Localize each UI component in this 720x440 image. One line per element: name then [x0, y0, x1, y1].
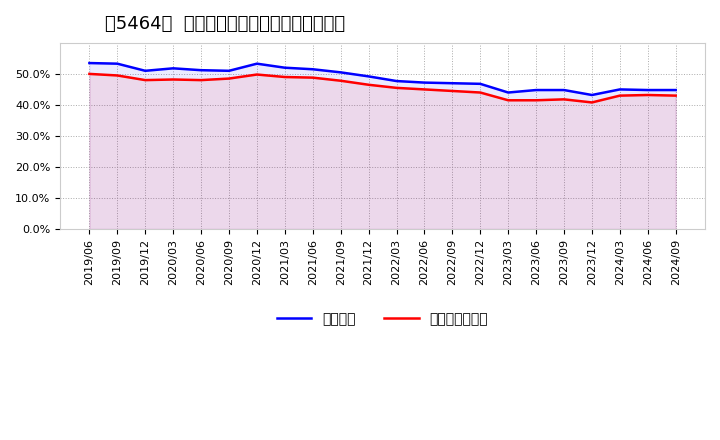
固定比率: [644, 88, 652, 93]
固定長期適合率: [559, 97, 568, 102]
固定長期適合率: [113, 73, 122, 78]
固定長期適合率: [644, 92, 652, 98]
固定比率: [113, 61, 122, 66]
固定長期適合率: [225, 76, 233, 81]
固定比率: [588, 92, 596, 98]
固定比率: [141, 68, 150, 73]
固定比率: [253, 61, 261, 66]
固定長期適合率: [532, 98, 541, 103]
固定比率: [476, 81, 485, 87]
固定長期適合率: [448, 88, 456, 94]
固定長期適合率: [169, 77, 178, 82]
固定長期適合率: [392, 85, 401, 91]
固定比率: [169, 66, 178, 71]
固定長期適合率: [141, 77, 150, 83]
固定比率: [448, 81, 456, 86]
Line: 固定比率: 固定比率: [89, 63, 675, 95]
固定比率: [559, 88, 568, 93]
固定比率: [532, 88, 541, 93]
固定長期適合率: [476, 90, 485, 95]
固定比率: [616, 87, 624, 92]
Line: 固定長期適合率: 固定長期適合率: [89, 74, 675, 103]
固定長期適合率: [336, 78, 345, 83]
固定比率: [281, 65, 289, 70]
固定長期適合率: [588, 100, 596, 105]
固定比率: [671, 88, 680, 93]
固定長期適合率: [197, 77, 205, 83]
固定長期適合率: [253, 72, 261, 77]
Text: ［5464］  固定比率、固定長期適合率の推移: ［5464］ 固定比率、固定長期適合率の推移: [105, 15, 346, 33]
固定比率: [336, 70, 345, 75]
固定長期適合率: [85, 71, 94, 77]
固定比率: [364, 74, 373, 79]
固定長期適合率: [504, 98, 513, 103]
固定比率: [308, 66, 317, 72]
固定長期適合率: [420, 87, 428, 92]
固定比率: [504, 90, 513, 95]
固定比率: [225, 68, 233, 73]
固定長期適合率: [308, 75, 317, 80]
固定比率: [197, 68, 205, 73]
固定長期適合率: [616, 93, 624, 98]
固定比率: [392, 78, 401, 84]
固定長期適合率: [281, 74, 289, 80]
固定長期適合率: [671, 93, 680, 98]
Legend: 固定比率, 固定長期適合率: 固定比率, 固定長期適合率: [271, 307, 494, 332]
固定長期適合率: [364, 82, 373, 88]
固定比率: [85, 60, 94, 66]
固定比率: [420, 80, 428, 85]
